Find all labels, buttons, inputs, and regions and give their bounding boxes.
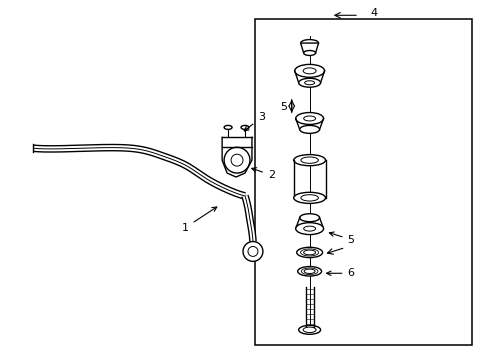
Text: 4: 4 xyxy=(370,8,377,18)
Ellipse shape xyxy=(304,269,314,274)
Ellipse shape xyxy=(303,68,315,74)
Ellipse shape xyxy=(224,125,232,129)
Ellipse shape xyxy=(303,50,315,55)
Ellipse shape xyxy=(294,64,324,77)
Text: 2: 2 xyxy=(251,168,274,180)
Circle shape xyxy=(243,242,263,261)
Ellipse shape xyxy=(303,250,315,255)
Text: 5: 5 xyxy=(279,102,286,112)
Ellipse shape xyxy=(298,325,320,334)
Ellipse shape xyxy=(241,125,248,129)
Ellipse shape xyxy=(301,268,317,275)
Text: 5: 5 xyxy=(329,232,354,244)
Ellipse shape xyxy=(299,125,319,133)
Ellipse shape xyxy=(297,266,321,276)
Ellipse shape xyxy=(296,247,322,258)
Ellipse shape xyxy=(300,195,318,201)
Bar xyxy=(254,19,471,345)
Ellipse shape xyxy=(300,249,318,256)
Ellipse shape xyxy=(295,113,323,125)
Ellipse shape xyxy=(293,154,325,166)
Circle shape xyxy=(231,154,243,166)
Text: 1: 1 xyxy=(182,207,216,233)
Ellipse shape xyxy=(303,327,315,333)
Ellipse shape xyxy=(293,192,325,203)
Ellipse shape xyxy=(295,223,323,235)
Polygon shape xyxy=(300,43,318,53)
Circle shape xyxy=(224,147,249,173)
Ellipse shape xyxy=(298,78,320,87)
Ellipse shape xyxy=(300,40,318,46)
Text: 3: 3 xyxy=(244,112,264,131)
Text: 6: 6 xyxy=(326,268,354,278)
Ellipse shape xyxy=(303,116,315,121)
Ellipse shape xyxy=(300,157,318,163)
Ellipse shape xyxy=(303,226,315,231)
Circle shape xyxy=(247,247,257,256)
Ellipse shape xyxy=(299,214,319,222)
Ellipse shape xyxy=(304,81,314,85)
